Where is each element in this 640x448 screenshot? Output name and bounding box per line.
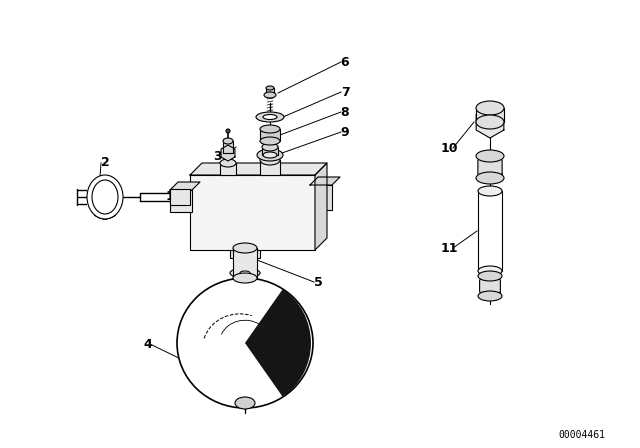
- Bar: [223, 141, 233, 153]
- Ellipse shape: [230, 268, 260, 278]
- Bar: [240, 258, 250, 273]
- Bar: [310, 185, 332, 210]
- Ellipse shape: [220, 159, 236, 167]
- Text: 6: 6: [340, 56, 349, 69]
- Ellipse shape: [478, 271, 502, 281]
- Bar: [170, 189, 190, 205]
- Bar: [260, 129, 280, 141]
- Polygon shape: [479, 274, 500, 298]
- Text: 11: 11: [440, 241, 458, 254]
- Ellipse shape: [478, 266, 502, 276]
- Text: 2: 2: [100, 156, 109, 169]
- Bar: [476, 108, 504, 122]
- Ellipse shape: [177, 278, 313, 408]
- Ellipse shape: [266, 86, 274, 90]
- Ellipse shape: [256, 112, 284, 122]
- Polygon shape: [170, 182, 200, 190]
- Ellipse shape: [260, 137, 280, 145]
- Ellipse shape: [263, 115, 277, 120]
- Bar: [170, 190, 192, 212]
- Ellipse shape: [478, 291, 502, 301]
- Ellipse shape: [262, 143, 278, 151]
- Bar: [220, 163, 236, 175]
- Ellipse shape: [240, 271, 250, 275]
- Ellipse shape: [260, 125, 280, 133]
- Ellipse shape: [87, 175, 123, 219]
- Ellipse shape: [257, 149, 283, 161]
- Bar: [476, 108, 504, 122]
- Polygon shape: [478, 153, 502, 181]
- Bar: [260, 160, 280, 175]
- Ellipse shape: [233, 273, 257, 283]
- Text: 3: 3: [214, 151, 222, 164]
- Polygon shape: [190, 163, 327, 175]
- Ellipse shape: [476, 172, 504, 184]
- Bar: [262, 147, 278, 155]
- Bar: [266, 88, 274, 95]
- Bar: [233, 248, 257, 278]
- Bar: [190, 175, 315, 250]
- Polygon shape: [310, 177, 340, 185]
- Text: 1: 1: [166, 190, 174, 203]
- Bar: [230, 250, 260, 258]
- Text: 7: 7: [340, 86, 349, 99]
- Polygon shape: [315, 163, 327, 250]
- Bar: [87, 179, 123, 215]
- Text: 00004461: 00004461: [559, 430, 605, 440]
- Ellipse shape: [476, 101, 504, 115]
- Ellipse shape: [223, 138, 233, 144]
- Ellipse shape: [476, 150, 504, 162]
- Text: 8: 8: [340, 105, 349, 119]
- Ellipse shape: [92, 180, 118, 214]
- Text: 4: 4: [143, 339, 152, 352]
- Ellipse shape: [233, 243, 257, 253]
- Ellipse shape: [226, 129, 230, 133]
- Ellipse shape: [264, 92, 276, 98]
- Ellipse shape: [235, 397, 255, 409]
- Bar: [478, 191, 502, 271]
- Text: 10: 10: [440, 142, 458, 155]
- Ellipse shape: [263, 152, 277, 158]
- Polygon shape: [221, 145, 235, 161]
- Ellipse shape: [476, 115, 504, 129]
- Wedge shape: [245, 289, 311, 397]
- Ellipse shape: [478, 186, 502, 196]
- Ellipse shape: [260, 155, 280, 165]
- Polygon shape: [476, 106, 504, 138]
- Text: 5: 5: [314, 276, 323, 289]
- Text: 9: 9: [340, 125, 349, 138]
